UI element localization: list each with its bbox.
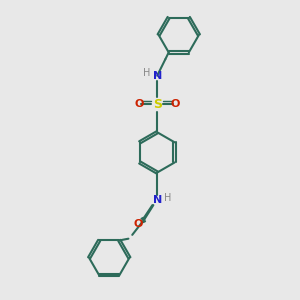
Text: O: O (171, 100, 180, 110)
Text: H: H (164, 193, 171, 203)
Text: H: H (143, 68, 150, 78)
Text: S: S (153, 98, 162, 111)
Text: N: N (153, 195, 162, 205)
Text: N: N (153, 71, 162, 81)
Text: O: O (134, 100, 144, 110)
Text: O: O (133, 219, 143, 229)
